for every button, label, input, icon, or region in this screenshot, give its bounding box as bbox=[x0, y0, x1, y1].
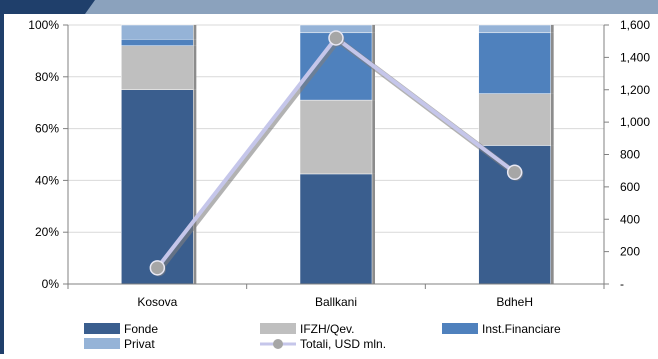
y-left-tick-label: 0% bbox=[42, 277, 60, 291]
axes bbox=[63, 24, 609, 289]
y-axis-right-ticks: - 200 400 600 800 1,000 1,200 1,400 1,600 bbox=[620, 18, 650, 291]
y-right-tick-label: 600 bbox=[620, 180, 640, 194]
legend-label-inst-financiare: Inst.Financiare bbox=[482, 322, 561, 336]
y-right-tick-label: - bbox=[620, 277, 624, 291]
y-right-tick-label: 1,400 bbox=[620, 50, 650, 64]
line-point-bdheh bbox=[506, 164, 523, 181]
bar-ifzh-qev-bdheh bbox=[478, 93, 551, 146]
total-line bbox=[149, 30, 524, 277]
y-right-tick-label: 1,000 bbox=[620, 115, 650, 129]
bar-privat-kosova bbox=[121, 24, 194, 40]
bar-inst-financiare-bdheh bbox=[478, 32, 551, 94]
legend-swatch-fonde bbox=[84, 323, 120, 334]
x-tick-label-kosova: Kosova bbox=[137, 295, 177, 309]
line-point-ballkani bbox=[328, 30, 344, 46]
y-right-tick-label: 1,600 bbox=[620, 18, 650, 32]
legend: Fonde IFZH/Qev. Inst.Financiare Privat Total… bbox=[84, 322, 561, 351]
y-right-tick-label: 800 bbox=[620, 148, 640, 162]
legend-label-totali-usd-mln: Totali, USD mln. bbox=[300, 337, 386, 351]
y-axis-left-ticks: 0% 20% 40% 60% 80% 100% bbox=[28, 18, 59, 291]
bar-fonde-ballkani bbox=[299, 173, 373, 285]
y-left-tick-label: 60% bbox=[35, 122, 59, 136]
y-left-tick-label: 80% bbox=[35, 70, 59, 84]
line-point-kosova bbox=[149, 260, 166, 276]
top-band bbox=[0, 0, 658, 14]
legend-label-fonde: Fonde bbox=[124, 322, 158, 336]
legend-label-ifzh-qev: IFZH/Qev. bbox=[300, 322, 354, 336]
bar-ifzh-qev-kosova bbox=[121, 45, 194, 90]
y-right-tick-label: 200 bbox=[620, 245, 640, 259]
y-right-tick-label: 400 bbox=[620, 212, 640, 226]
legend-swatch-inst-financiare bbox=[442, 323, 478, 334]
left-frame-border bbox=[0, 0, 4, 354]
top-band-notch bbox=[0, 0, 95, 14]
x-tick-label-ballkani: Ballkani bbox=[315, 295, 357, 309]
y-left-tick-label: 100% bbox=[28, 18, 59, 32]
legend-swatch-privat bbox=[84, 338, 120, 349]
legend-marker-line bbox=[273, 339, 283, 349]
bar-ifzh-qev-ballkani bbox=[299, 99, 373, 175]
x-axis-ticks: Kosova Ballkani BdheH bbox=[137, 295, 533, 309]
legend-swatch-ifzh-qev bbox=[260, 323, 296, 334]
bar-privat-bdheh bbox=[478, 24, 551, 34]
bar-fonde-kosova bbox=[121, 89, 194, 285]
y-right-tick-label: 1,200 bbox=[620, 83, 650, 97]
legend-label-privat: Privat bbox=[124, 337, 155, 351]
bars bbox=[121, 24, 554, 285]
bar-inst-financiare-kosova bbox=[121, 38, 194, 46]
x-tick-label-bdheh: BdheH bbox=[496, 295, 533, 309]
y-left-tick-label: 40% bbox=[35, 173, 59, 187]
y-left-tick-label: 20% bbox=[35, 225, 59, 239]
